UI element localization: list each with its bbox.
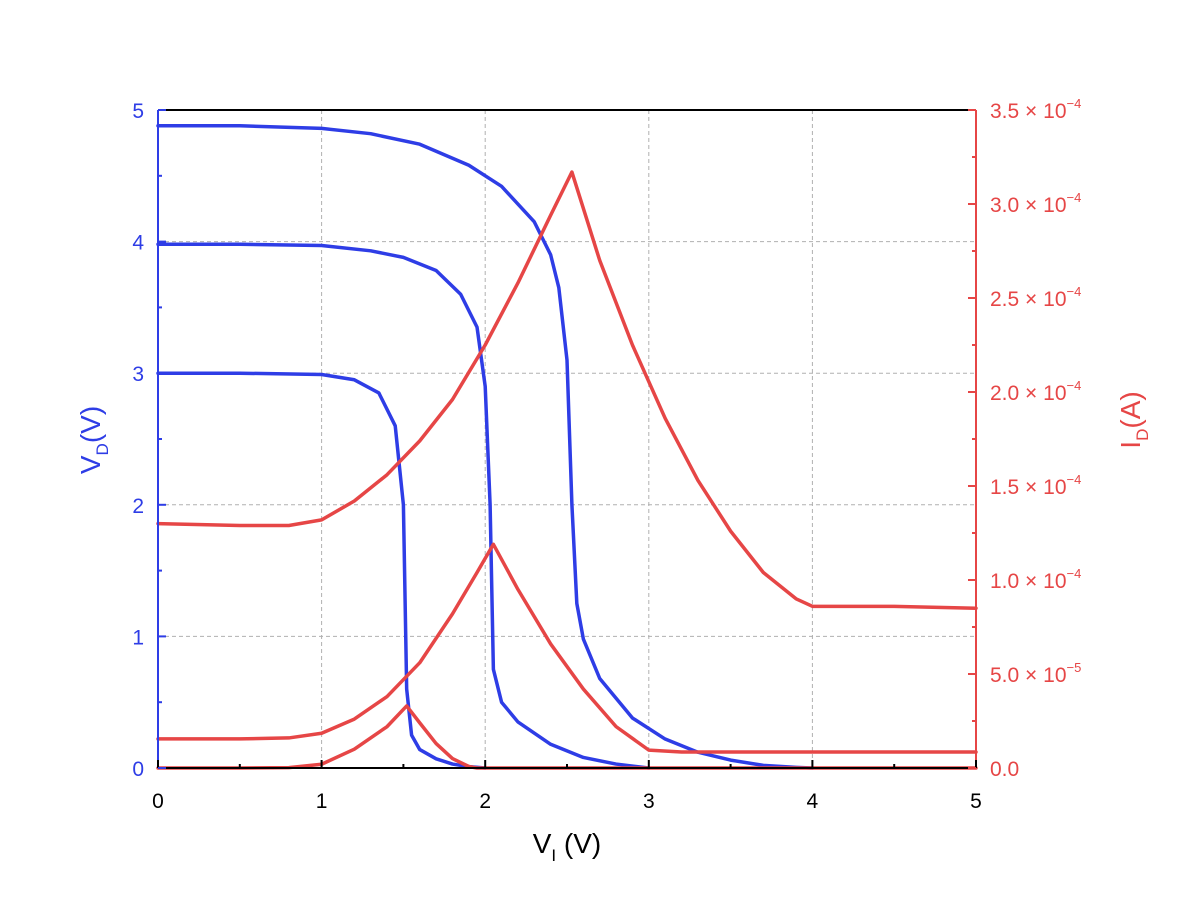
- y-right-tick-label: 1.5 × 10−4: [990, 472, 1081, 499]
- y-left-tick-label: 1: [132, 626, 144, 649]
- y-left-tick-label: 3: [132, 363, 144, 386]
- x-tick-label: 0: [152, 790, 164, 813]
- y-right-tick-label: 0.0: [990, 758, 1019, 781]
- series-layer: [156, 124, 978, 770]
- y-right-tick-label: 3.5 × 10−4: [990, 96, 1081, 123]
- y-left-tick-label: 2: [132, 495, 144, 518]
- series-line-right-5: [156, 542, 978, 754]
- y-left-tick-label: 5: [132, 100, 144, 123]
- series-line-left-1: [156, 371, 487, 770]
- series-line-left-2: [156, 242, 651, 770]
- x-axis-title: VI (V): [533, 828, 602, 865]
- y-left-tick-label: 4: [132, 232, 144, 255]
- y-right-axis-title: ID(A): [1115, 391, 1152, 448]
- y-right-tick-label: 5.0 × 10−5: [990, 660, 1081, 687]
- x-tick-label: 4: [807, 790, 819, 813]
- series-line-right-6: [156, 170, 978, 610]
- y-right-tick-label: 3.0 × 10−4: [990, 190, 1081, 217]
- ticks: 0 1 2 3 4 5 0 1 2 3 4 5 0.0 5.0 × 10−5 1.0 × 10−4 1.5 ×…: [132, 96, 1081, 813]
- y-left-axis-title: VD(V): [75, 406, 112, 474]
- x-tick-label: 2: [479, 790, 491, 813]
- x-tick-label: 5: [970, 790, 982, 813]
- series-line-left-3: [156, 124, 815, 770]
- x-tick-label: 3: [643, 790, 655, 813]
- y-right-tick-label: 1.0 × 10−4: [990, 566, 1081, 593]
- y-right-tick-label: 2.5 × 10−4: [990, 284, 1081, 311]
- x-tick-label: 1: [316, 790, 328, 813]
- y-left-tick-label: 0: [132, 758, 144, 781]
- y-right-tick-label: 2.0 × 10−4: [990, 378, 1081, 405]
